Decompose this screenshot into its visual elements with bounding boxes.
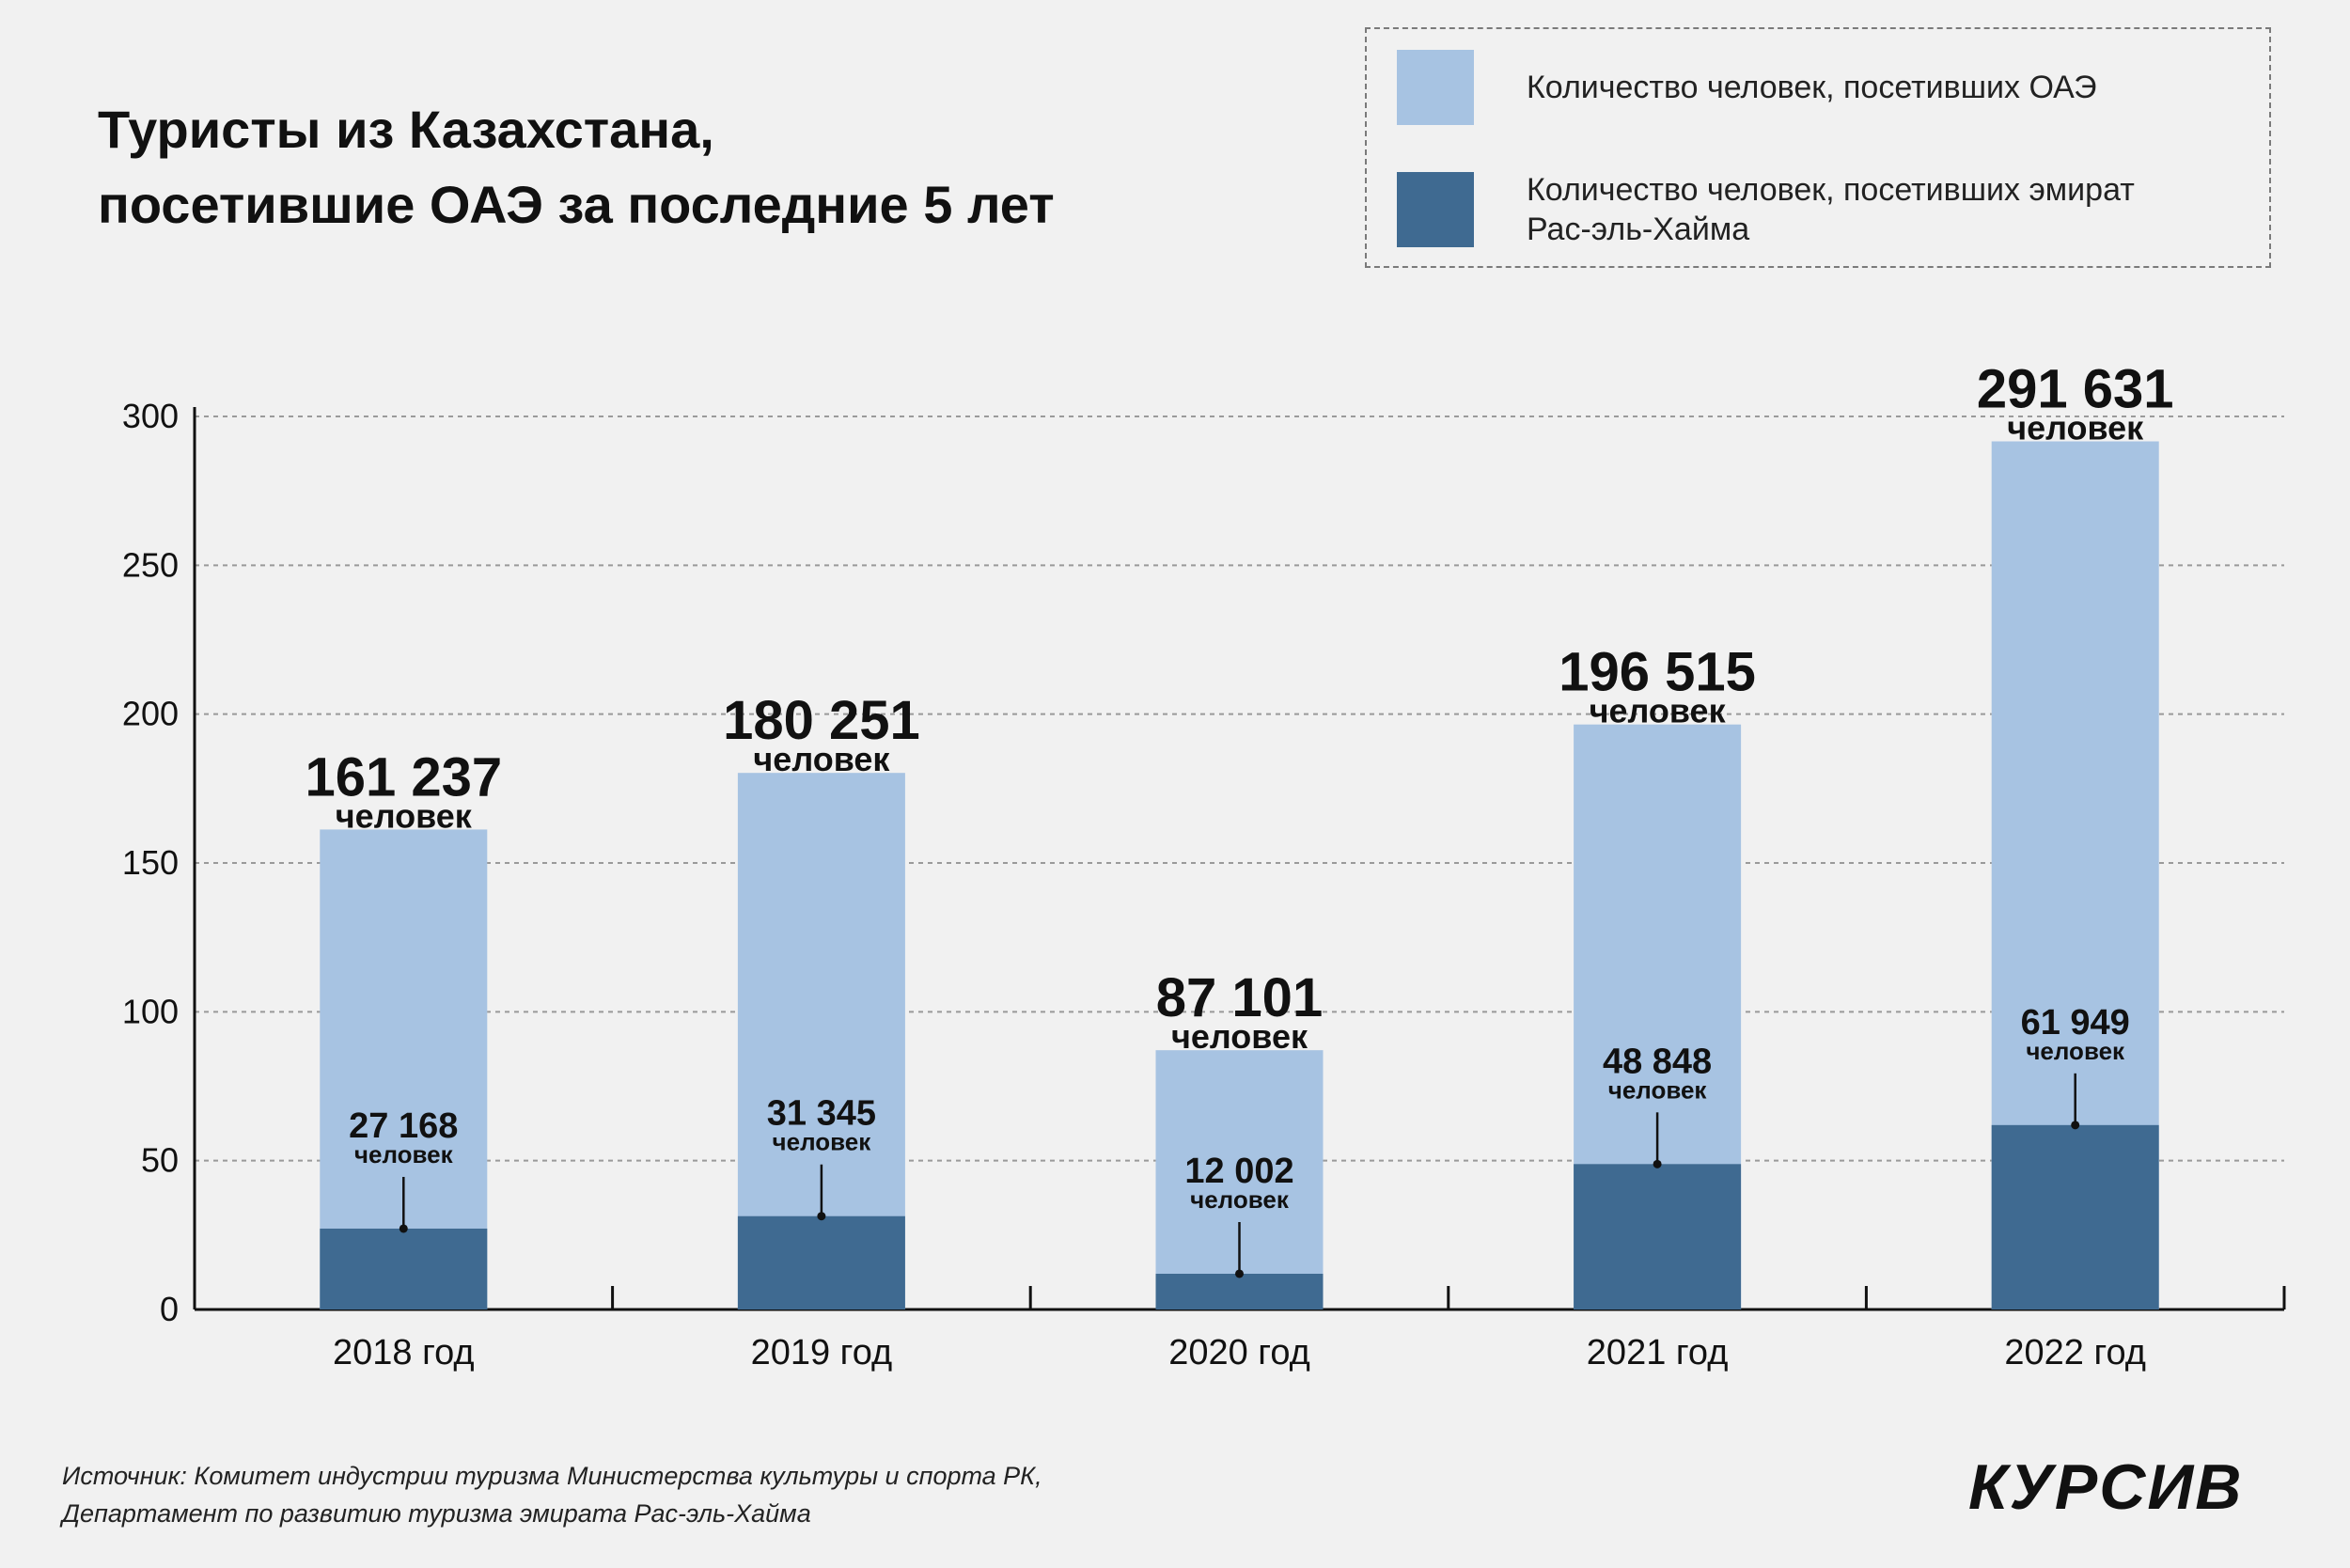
x-category-label-3: 2021 год bbox=[1587, 1333, 1729, 1372]
bar-rak-0 bbox=[320, 1228, 488, 1309]
kursiv-logo: КУРСИВ bbox=[1968, 1451, 2244, 1523]
title-line-1: Туристы из Казахстана, bbox=[98, 100, 714, 159]
total-unit-label-3: человек bbox=[1590, 692, 1727, 730]
legend-item-total: Количество человек, посетивших ОАЭ bbox=[1397, 50, 2203, 125]
bar-rak-4 bbox=[1991, 1124, 2159, 1309]
rak-dot-1 bbox=[817, 1212, 826, 1221]
rak-value-label-4: 61 949 bbox=[2021, 1003, 2130, 1043]
legend-label-rak: Количество человек, посетивших эмират Ра… bbox=[1527, 172, 2135, 247]
x-category-label-4: 2022 год bbox=[2004, 1333, 2146, 1372]
total-value-label-2: 87 101 bbox=[1156, 967, 1323, 1028]
rak-value-label-2: 12 002 bbox=[1184, 1152, 1293, 1191]
x-category-label-1: 2019 год bbox=[751, 1333, 893, 1372]
y-tick-label-250: 250 bbox=[122, 545, 179, 584]
total-value-label-1: 180 251 bbox=[723, 690, 920, 751]
total-value-label-3: 196 515 bbox=[1559, 642, 1756, 703]
title-line-2: посетившие ОАЭ за последние 5 лет bbox=[98, 175, 1055, 234]
rak-unit-label-2: человек bbox=[1190, 1185, 1290, 1214]
source-line-1: Источник: Комитет индустрии туризма Мини… bbox=[62, 1462, 1042, 1490]
rak-dot-3 bbox=[1653, 1159, 1662, 1168]
x-category-label-0: 2018 год bbox=[333, 1333, 475, 1372]
x-category-label-2: 2020 год bbox=[1168, 1333, 1310, 1372]
total-unit-label-0: человек bbox=[336, 796, 473, 835]
rak-dot-2 bbox=[1235, 1269, 1244, 1278]
legend-swatch-total bbox=[1397, 50, 1474, 125]
rak-unit-label-0: человек bbox=[354, 1140, 454, 1168]
bar-rak-1 bbox=[737, 1215, 905, 1309]
total-unit-label-2: человек bbox=[1171, 1017, 1308, 1056]
total-value-label-0: 161 237 bbox=[305, 746, 502, 808]
rak-dot-0 bbox=[399, 1224, 408, 1233]
chart-title: Туристы из Казахстана, посетившие ОАЭ за… bbox=[98, 92, 1055, 243]
legend: Количество человек, посетивших ОАЭ Колич… bbox=[1365, 27, 2271, 268]
source-line-2: Департамент по развитию туризма эмирата … bbox=[62, 1499, 811, 1528]
rak-unit-label-4: человек bbox=[2026, 1037, 2125, 1065]
total-unit-label-1: человек bbox=[753, 740, 890, 778]
legend-label-total: Количество человек, посетивших ОАЭ bbox=[1527, 70, 2097, 105]
bar-rak-2 bbox=[1155, 1273, 1324, 1309]
total-unit-label-4: человек bbox=[2007, 409, 2144, 447]
y-tick-label-300: 300 bbox=[122, 397, 179, 435]
rak-value-label-3: 48 848 bbox=[1603, 1042, 1712, 1081]
rak-unit-label-1: человек bbox=[773, 1128, 872, 1156]
y-tick-label-0: 0 bbox=[160, 1290, 179, 1328]
y-tick-label-50: 50 bbox=[141, 1141, 179, 1180]
bar-rak-3 bbox=[1574, 1164, 1742, 1309]
rak-dot-4 bbox=[2071, 1121, 2080, 1130]
legend-swatch-rak bbox=[1397, 172, 1474, 247]
total-value-label-4: 291 631 bbox=[1977, 359, 2174, 420]
y-tick-label-100: 100 bbox=[122, 992, 179, 1030]
rak-value-label-1: 31 345 bbox=[767, 1094, 876, 1134]
legend-item-rak: Количество человек, посетивших эмират Ра… bbox=[1397, 170, 2203, 249]
rak-value-label-0: 27 168 bbox=[349, 1106, 458, 1146]
y-tick-label-200: 200 bbox=[122, 695, 179, 733]
source-note: Источник: Комитет индустрии туризма Мини… bbox=[62, 1457, 1042, 1532]
y-tick-label-150: 150 bbox=[122, 843, 179, 882]
rak-unit-label-3: человек bbox=[1608, 1075, 1708, 1104]
